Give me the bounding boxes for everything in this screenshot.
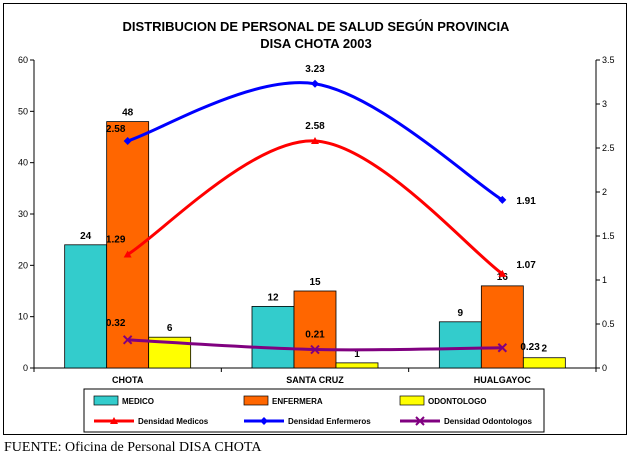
bar <box>293 290 337 369</box>
y-tick-label-right: 3 <box>602 99 607 109</box>
bar-data-label: 1 <box>354 349 360 360</box>
line-marker <box>260 417 268 425</box>
line-marker <box>311 79 319 88</box>
line-marker <box>110 417 118 424</box>
line-data-label: 2.58 <box>305 121 325 132</box>
line-marker <box>415 416 425 426</box>
bar-data-label: 9 <box>458 308 464 319</box>
bar-data-label: 15 <box>309 277 321 288</box>
line-data-label: 3.23 <box>305 64 325 75</box>
legend-label: ENFERMERA <box>272 397 323 406</box>
x-tick-label: SANTA CRUZ <box>286 375 344 385</box>
chart: DISTRIBUCION DE PERSONAL DE SALUD SEGÚN … <box>18 19 615 433</box>
bar-data-label: 2 <box>542 344 548 355</box>
legend-label: Densidad Medicos <box>138 417 209 426</box>
line-marker <box>311 136 319 144</box>
bar-data-label: 16 <box>497 272 509 283</box>
line-marker <box>498 195 507 204</box>
bar <box>64 244 108 369</box>
legend-swatch <box>93 395 119 406</box>
chart-title: DISTRIBUCION DE PERSONAL DE SALUD SEGÚN … <box>123 19 511 34</box>
bar <box>335 362 379 369</box>
legend-box <box>83 388 545 433</box>
legend-label: MEDICO <box>122 397 154 406</box>
bar-data-label: 6 <box>167 323 173 334</box>
legend-swatch <box>399 395 425 406</box>
line-data-label: 1.91 <box>516 196 536 207</box>
y-tick-label-left: 30 <box>18 209 28 219</box>
line-data-label: 1.29 <box>106 234 126 245</box>
source-note: FUENTE: Oficina de Personal DISA CHOTA <box>4 440 262 455</box>
line-marker <box>497 343 508 353</box>
x-tick-label: CHOTA <box>112 375 144 385</box>
legend: MEDICO ENFERMERA ODONTOLOGO Densidad Medico… <box>83 388 545 433</box>
legend-label: Densidad Enfermeros <box>288 417 371 426</box>
y-tick-label-right: 1.5 <box>602 231 615 241</box>
legend-label: ODONTOLOGO <box>428 397 487 406</box>
line-marker <box>310 344 320 355</box>
line-marker <box>123 250 132 258</box>
y-tick-label-right: 2.5 <box>602 143 615 153</box>
chart-subtitle: DISA CHOTA 2003 <box>260 36 372 51</box>
line-marker <box>123 136 132 145</box>
bar <box>251 305 295 369</box>
y-tick-label-left: 60 <box>18 55 28 65</box>
line-data-label: 0.32 <box>106 318 126 329</box>
bar-data-label: 12 <box>267 292 279 303</box>
line-data-label: 1.07 <box>516 260 536 271</box>
line-data-label: 2.58 <box>106 124 126 135</box>
line-marker <box>498 269 507 277</box>
y-tick-label-right: 3.5 <box>602 55 615 65</box>
y-tick-label-left: 40 <box>18 158 28 168</box>
legend-swatch <box>243 395 269 406</box>
line-data-label: 0.21 <box>305 330 325 341</box>
bar <box>480 285 524 369</box>
plot-area: 0 10 20 30 40 50 60 0 0.5 1 1.5 2 2.5 3 3.5 CHOTA SANTA … <box>18 55 615 385</box>
line-marker <box>122 335 133 345</box>
y-tick-label-right: 2 <box>602 187 607 197</box>
y-tick-label-right: 0.5 <box>602 319 615 329</box>
bar-data-label: 48 <box>122 108 134 119</box>
y-tick-label-left: 10 <box>18 312 28 322</box>
bar <box>522 357 566 369</box>
y-tick-label-left: 0 <box>23 363 28 373</box>
y-tick-label-left: 50 <box>18 106 28 116</box>
legend-label: Densidad Odontologos <box>444 417 533 426</box>
line-data-label: 0.23 <box>520 342 540 353</box>
series-line <box>126 139 504 276</box>
y-tick-label-right: 1 <box>602 275 607 285</box>
y-tick-label-left: 20 <box>18 260 28 270</box>
chart-frame: DISTRIBUCION DE PERSONAL DE SALUD SEGÚN … <box>3 3 627 435</box>
bar-data-label: 24 <box>80 231 92 242</box>
y-tick-label-right: 0 <box>602 363 607 373</box>
x-tick-label: HUALGAYOC <box>474 375 532 385</box>
bar <box>438 321 482 369</box>
